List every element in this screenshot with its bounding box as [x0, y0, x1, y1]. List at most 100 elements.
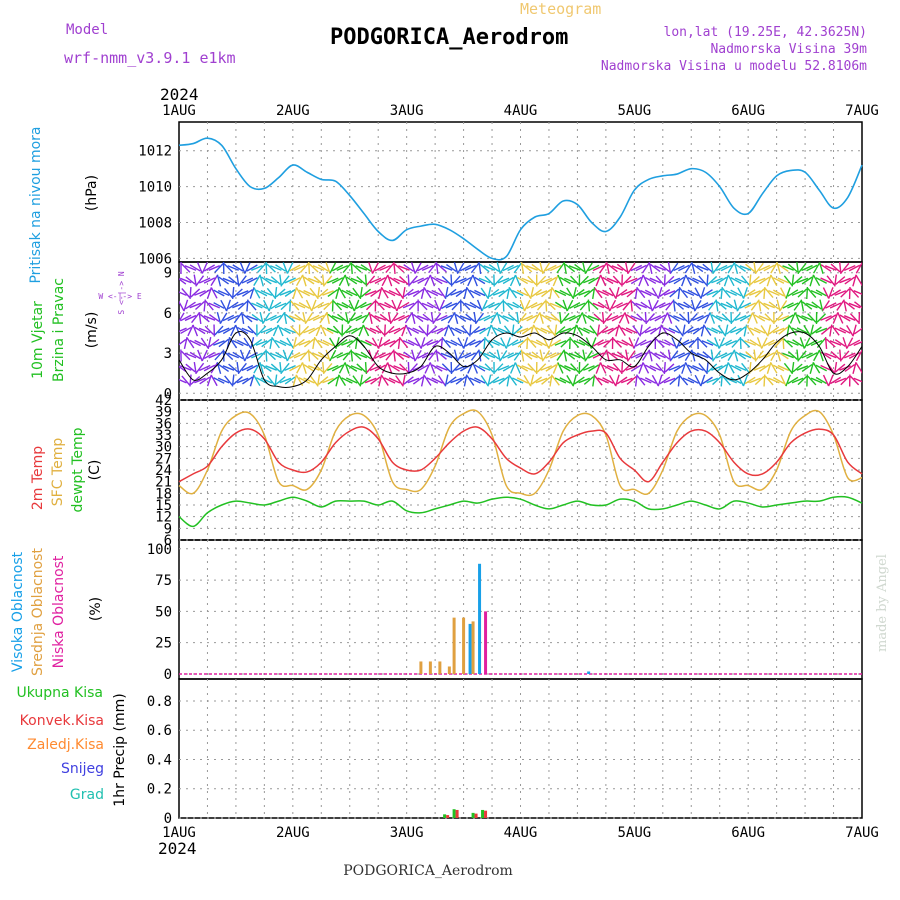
wind-barb [727, 262, 735, 274]
wind-barb [225, 299, 232, 312]
precip-y-tick: 0 [164, 811, 172, 827]
wind-barb [350, 349, 354, 362]
wind-barb [365, 326, 377, 335]
wind-barb [251, 338, 263, 348]
wind-barb [341, 301, 353, 310]
wind-barb [453, 349, 459, 362]
wind-barb [734, 364, 747, 372]
wind-barb [664, 339, 676, 347]
wind-barb [381, 287, 389, 299]
precip-bar [455, 809, 459, 818]
wind-barb [195, 301, 205, 310]
wind-barb [572, 287, 577, 299]
wind-barb [716, 301, 727, 310]
wind-barb [559, 276, 571, 285]
wind-barb [298, 377, 310, 384]
wind-barb [461, 325, 470, 336]
wind-barb [294, 338, 305, 348]
wind-barb [778, 264, 789, 272]
wind-barb [542, 262, 551, 274]
wind-barb [585, 337, 593, 349]
wind-barb [474, 276, 486, 285]
wind-barb [284, 327, 296, 334]
wind-barb [663, 361, 666, 375]
wind-barb [418, 325, 428, 336]
wind-barb [474, 364, 486, 372]
wind-barb [608, 374, 617, 387]
wind-barb [299, 325, 310, 336]
wind-barb [834, 339, 846, 347]
wind-barb [667, 262, 672, 275]
wind-barb [692, 263, 704, 273]
wind-barb [193, 361, 197, 375]
wind-barb [511, 340, 524, 346]
wind-y-tick: 6 [164, 306, 172, 322]
temp-y-tick: 15 [155, 498, 172, 514]
wind-barb [417, 315, 429, 321]
wind-barb [753, 365, 766, 371]
wind-barb [723, 274, 730, 287]
wind-barb [557, 274, 564, 287]
wind-barb [621, 377, 633, 384]
wind-barb [206, 287, 213, 299]
wind-barb [758, 352, 771, 359]
wind-barb [398, 265, 410, 271]
wind-barb [799, 337, 806, 349]
wind-barb [627, 350, 636, 361]
wind-barb [470, 262, 480, 274]
wind-barb [829, 340, 842, 346]
wind-barb [293, 265, 306, 271]
wind-barb [595, 362, 602, 374]
wind-barb [417, 277, 429, 284]
wind-barb [445, 339, 458, 347]
wind-barb [570, 338, 580, 348]
wind-barb [704, 312, 711, 324]
wind-barb [241, 311, 245, 325]
wind-barb [587, 264, 600, 272]
wind-barb [531, 263, 543, 273]
wind-barb [345, 327, 358, 334]
wind-barb [696, 265, 709, 271]
wind-barb [251, 265, 263, 271]
wind-barb [777, 277, 790, 284]
wind-barb [326, 364, 339, 372]
wind-barb [630, 315, 643, 321]
wind-barb [739, 352, 752, 359]
wind-barb [521, 314, 534, 322]
wind-barb [237, 326, 249, 335]
coords-label: lon,lat (19.25E, 42.3625N) [664, 25, 868, 40]
wind-barb [520, 262, 525, 275]
wind-barb [274, 286, 278, 300]
wind-barb [312, 265, 325, 271]
wind-barb [265, 314, 277, 322]
wind-barb [483, 352, 496, 359]
wind-barb [459, 264, 472, 272]
wind-barb [185, 301, 196, 310]
wind-barb [408, 300, 419, 311]
wind-barb [787, 376, 799, 385]
wind-barb [560, 312, 570, 324]
wind-barb [441, 301, 453, 310]
wind-barb [756, 337, 763, 349]
wind-barb [663, 274, 666, 287]
wind-barb [420, 287, 425, 299]
wind-barb [379, 264, 391, 272]
wind-barb [381, 362, 389, 374]
wind-barb [345, 289, 358, 297]
wind-barb [744, 302, 756, 309]
wind-barb [488, 351, 500, 360]
wind-barb [840, 375, 850, 386]
wind-barb [251, 352, 263, 359]
wind-barb [763, 339, 775, 347]
wind-barb [749, 339, 761, 347]
wind-barb [217, 289, 230, 297]
wind-barb [351, 263, 362, 273]
wind-barb [261, 364, 272, 372]
wind-barb [228, 363, 239, 373]
wind-barb [690, 299, 696, 312]
wind-barb [566, 375, 574, 386]
wind-barb [224, 287, 233, 299]
wind-barb [295, 287, 304, 299]
wind-barb [602, 377, 614, 384]
wind-barb [201, 262, 208, 274]
